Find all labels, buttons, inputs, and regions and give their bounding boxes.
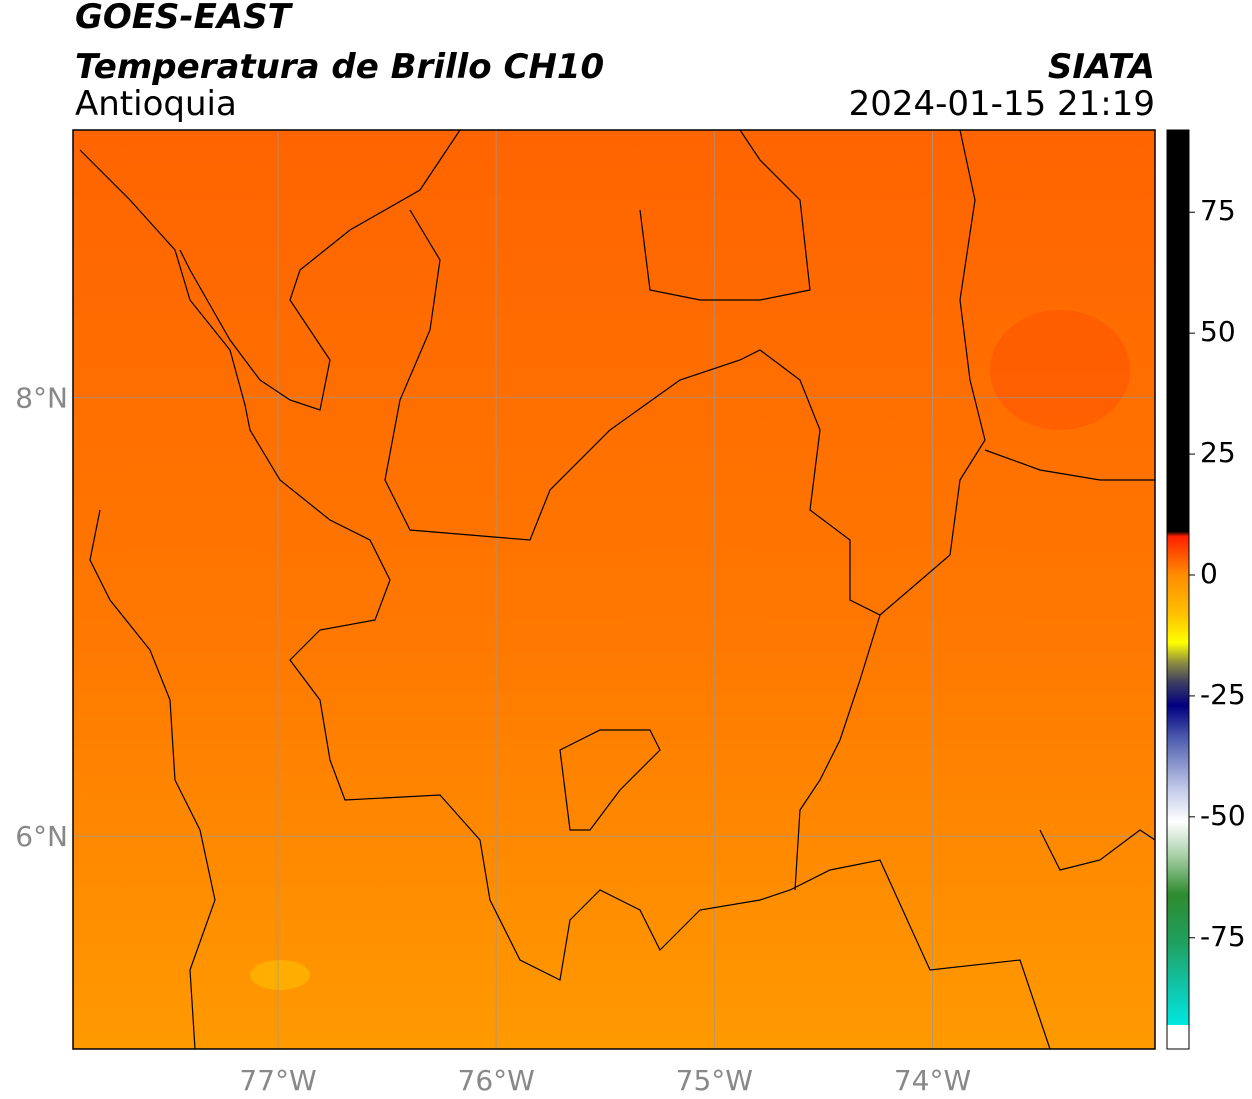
x-tick-label: 77°W [239, 1064, 316, 1097]
x-tick-label: 74°W [894, 1064, 971, 1097]
y-tick-label: 8°N [15, 382, 68, 415]
colorbar-tick-label: 75 [1200, 194, 1236, 227]
border [639, 129, 811, 301]
border [984, 449, 1155, 481]
source: SIATA [1048, 47, 1155, 87]
region: Antioquia [75, 84, 237, 124]
coast [89, 509, 216, 1050]
colorbar-tick-label: -75 [1200, 920, 1246, 953]
colorbar-tick-label: 0 [1200, 557, 1218, 590]
warm-area [990, 310, 1130, 430]
colorbar-tick-label: -50 [1200, 799, 1246, 832]
x-tick-label: 75°W [676, 1064, 753, 1097]
colorbar-tick-label: 50 [1200, 315, 1236, 348]
colorbar-tick-label: -25 [1200, 678, 1246, 711]
borders [79, 129, 1156, 1050]
map-field [73, 130, 1155, 1049]
grid [73, 130, 1155, 1049]
warm-spot [250, 960, 310, 990]
x-tick-label: 76°W [458, 1064, 535, 1097]
subtitle: Temperatura de Brillo CH10 [75, 47, 604, 87]
border [1039, 829, 1156, 871]
colorbar [1166, 129, 1190, 1050]
coast [179, 129, 461, 411]
border [79, 149, 1051, 1050]
map-frame [72, 129, 1156, 1050]
colorbar-tick-label: 25 [1200, 436, 1236, 469]
border [384, 129, 986, 616]
border [559, 729, 661, 831]
y-tick-label: 6°N [15, 820, 68, 853]
title: GOES-EAST [75, 0, 294, 37]
datetime: 2024-01-15 21:19 [849, 84, 1155, 124]
border [794, 614, 881, 891]
